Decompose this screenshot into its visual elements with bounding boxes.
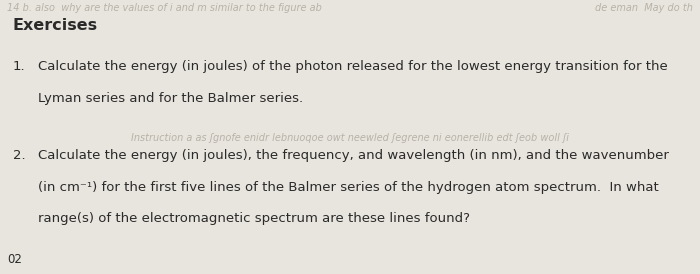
Text: 1.: 1. — [13, 60, 25, 73]
Text: (in cm⁻¹) for the first five lines of the Balmer series of the hydrogen atom spe: (in cm⁻¹) for the first five lines of th… — [38, 181, 659, 194]
Text: Calculate the energy (in joules), the frequency, and wavelength (in nm), and the: Calculate the energy (in joules), the fr… — [38, 149, 669, 162]
Text: 14 b. also  why are the values of i and m similar to the figure ab: 14 b. also why are the values of i and m… — [7, 3, 322, 13]
Text: Lyman series and for the Balmer series.: Lyman series and for the Balmer series. — [38, 92, 304, 105]
Text: Instruction a as ʃgnofe enidr lebnuoqoe owt neewled ʃegrene ni eonerellib edt ʃe: Instruction a as ʃgnofe enidr lebnuoqoe … — [131, 133, 569, 143]
Text: 02: 02 — [7, 253, 22, 266]
Text: Calculate the energy (in joules) of the photon released for the lowest energy tr: Calculate the energy (in joules) of the … — [38, 60, 668, 73]
Text: 2.: 2. — [13, 149, 25, 162]
Text: Exercises: Exercises — [13, 18, 98, 33]
Text: de eman  May do th: de eman May do th — [595, 3, 693, 13]
Text: range(s) of the electromagnetic spectrum are these lines found?: range(s) of the electromagnetic spectrum… — [38, 212, 470, 225]
